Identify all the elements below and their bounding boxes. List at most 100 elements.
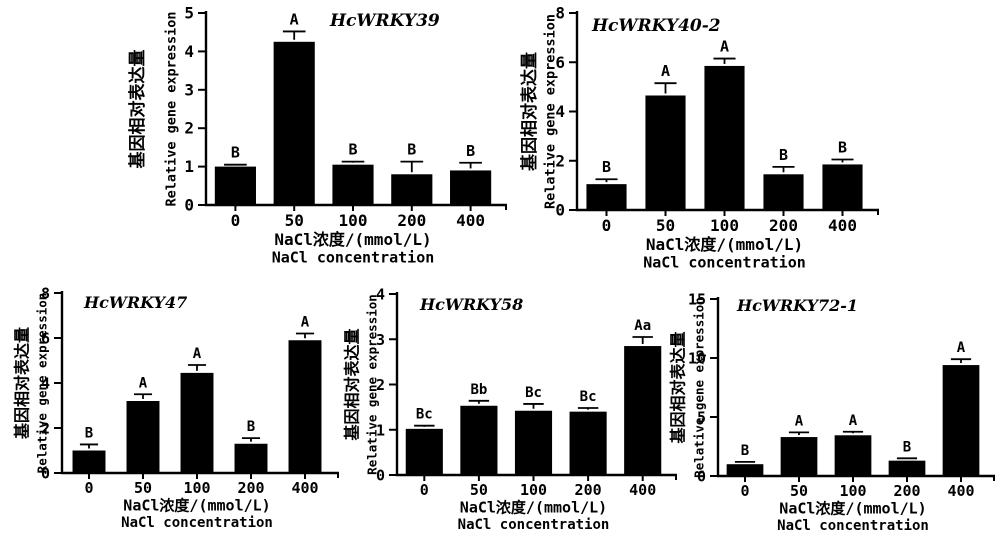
x-axis-title-en: NaCl concentration — [272, 249, 435, 267]
x-axis-title-en: NaCl concentration — [777, 518, 929, 534]
significance-letter: A — [795, 413, 804, 429]
x-tick-label: 200 — [237, 479, 264, 497]
y-tick-label: 1 — [184, 157, 194, 176]
x-tick-label: 200 — [397, 211, 426, 230]
y-tick-label: 4 — [376, 286, 385, 304]
y-tick-label: 0 — [41, 465, 50, 483]
significance-letter: Bc — [416, 407, 433, 423]
x-tick-label: 100 — [839, 482, 866, 500]
significance-letter: B — [231, 144, 240, 162]
y-tick-label: 5 — [184, 4, 194, 23]
significance-letter: B — [348, 141, 357, 159]
bar — [180, 372, 214, 473]
significance-letter: B — [602, 158, 611, 176]
bar — [586, 184, 627, 210]
x-tick-label: 50 — [656, 216, 675, 235]
x-tick-label: 0 — [420, 481, 429, 499]
y-tick-label: 8 — [555, 4, 565, 23]
y-tick-label: 4 — [184, 42, 194, 61]
bar — [888, 460, 926, 476]
bar — [624, 346, 662, 475]
y-axis-title-en: Relative gene expression — [34, 293, 49, 474]
significance-letter: B — [466, 142, 475, 160]
y-axis-title-zh: 基因相对表达量 — [343, 328, 362, 441]
bar — [273, 41, 315, 205]
y-axis-title-zh: 基因相对表达量 — [13, 327, 32, 440]
y-tick-label: 3 — [376, 331, 385, 349]
bar — [126, 401, 160, 473]
gene-title: HcWRKY39 — [329, 11, 440, 31]
x-axis-title-en: NaCl concentration — [121, 515, 273, 531]
x-axis-title-zh: NaCl浓度/(mmol/L) — [779, 500, 926, 518]
significance-letter: B — [741, 443, 749, 459]
significance-letter: B — [247, 419, 255, 435]
bar — [726, 464, 764, 476]
x-tick-label: 100 — [183, 479, 210, 497]
bar — [763, 174, 804, 210]
y-tick-label: 1 — [376, 421, 385, 439]
x-tick-label: 400 — [828, 216, 857, 235]
bar — [834, 435, 872, 476]
y-tick-label: 2 — [376, 376, 385, 394]
significance-letter: A — [301, 315, 310, 331]
y-axis-title-en: Relative gene expression — [164, 11, 180, 206]
x-tick-label: 100 — [520, 481, 547, 499]
significance-letter: B — [838, 139, 847, 157]
significance-letter: Aa — [634, 318, 651, 334]
y-tick-label: 8 — [41, 285, 50, 303]
bar — [514, 410, 553, 475]
y-axis-title-en: Relative gene expression — [543, 14, 559, 209]
significance-letter: B — [407, 141, 416, 159]
significance-letter: A — [139, 375, 148, 391]
x-axis-title-zh: NaCl浓度/(mmol/L) — [460, 499, 607, 517]
bar — [391, 174, 433, 205]
x-tick-label: 400 — [629, 481, 656, 499]
x-tick-label: 0 — [602, 216, 612, 235]
x-axis-title-en: NaCl concentration — [458, 517, 610, 533]
bar — [460, 405, 498, 475]
x-tick-label: 50 — [134, 479, 152, 497]
y-tick-label: 0 — [184, 196, 194, 215]
y-tick-label: 4 — [555, 102, 565, 121]
significance-letter: A — [849, 413, 858, 429]
y-tick-label: 2 — [184, 119, 194, 138]
bar — [645, 95, 686, 210]
significance-letter: A — [957, 340, 966, 356]
y-axis-title-en: Relative gene expression — [364, 294, 379, 475]
x-tick-label: 50 — [790, 482, 808, 500]
y-tick-label: 4 — [41, 375, 50, 393]
bar — [214, 166, 256, 205]
x-tick-label: 50 — [470, 481, 488, 499]
significance-letter: Bb — [470, 382, 487, 398]
x-axis-title-zh: NaCl浓度/(mmol/L) — [646, 235, 803, 254]
significance-letter: B — [779, 146, 788, 164]
y-tick-label: 0 — [555, 201, 565, 220]
gene-title: HcWRKY58 — [419, 295, 523, 314]
y-tick-label: 10 — [688, 350, 706, 368]
bar — [822, 164, 863, 210]
y-tick-label: 6 — [555, 53, 565, 72]
significance-letter: A — [193, 346, 202, 362]
x-tick-label: 400 — [456, 211, 485, 230]
x-tick-label: 200 — [769, 216, 798, 235]
bar — [450, 170, 492, 205]
bar — [72, 450, 106, 473]
x-tick-label: 0 — [231, 211, 241, 230]
gene-title: HcWRKY47 — [83, 293, 187, 312]
bar — [780, 437, 818, 476]
x-tick-label: 200 — [893, 482, 920, 500]
significance-letter: A — [290, 10, 299, 28]
bar — [234, 443, 268, 473]
y-axis-title-zh: 基因相对表达量 — [127, 50, 148, 170]
significance-letter: B — [85, 425, 93, 441]
y-tick-label: 15 — [688, 291, 706, 309]
y-tick-label: 2 — [555, 151, 565, 170]
significance-letter: A — [661, 62, 670, 80]
x-tick-label: 100 — [710, 216, 739, 235]
